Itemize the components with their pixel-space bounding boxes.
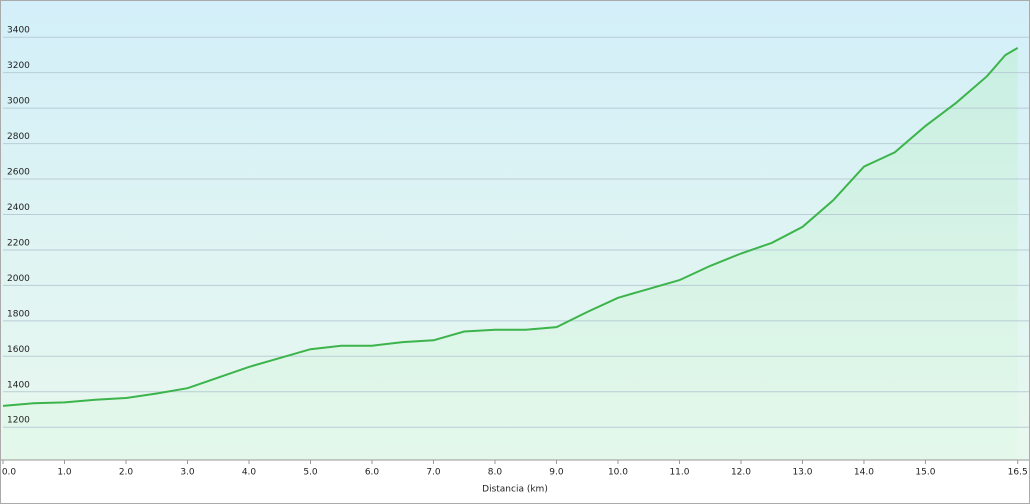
area-fill (3, 47, 1018, 461)
y-tick-label: 3200 (7, 61, 30, 71)
x-tick-label: 14.0 (854, 468, 874, 478)
x-tick-label: 16.5 (1008, 468, 1028, 478)
y-tick-label: 3400 (7, 26, 30, 36)
x-tick-label: 2.0 (119, 468, 134, 478)
y-tick-label: 1800 (7, 309, 30, 319)
x-tick-label: 6.0 (365, 468, 380, 478)
y-tick-label: 2800 (7, 132, 30, 142)
y-tick-label: 3000 (7, 97, 30, 107)
x-tick-label: 11.0 (669, 468, 689, 478)
x-tick-label: 1.0 (57, 468, 72, 478)
x-tick-label: 10.0 (608, 468, 628, 478)
x-tick-label: 12.0 (731, 468, 751, 478)
x-tick-label: 13.0 (792, 468, 812, 478)
x-tick-label: 15.0 (915, 468, 935, 478)
x-tick-label: 5.0 (303, 468, 318, 478)
x-tick-label: 7.0 (426, 468, 441, 478)
y-tick-label: 2400 (7, 203, 30, 213)
x-tick-label: 0.0 (2, 468, 17, 478)
x-tick-label: 3.0 (180, 468, 195, 478)
x-tick-label: 4.0 (242, 468, 257, 478)
y-tick-label: 2000 (7, 274, 30, 284)
y-tick-label: 1400 (7, 380, 30, 390)
x-tick-label: 8.0 (488, 468, 503, 478)
y-tick-label: 1600 (7, 345, 30, 355)
x-tick-label: 9.0 (549, 468, 564, 478)
y-tick-label: 1200 (7, 416, 30, 426)
elevation-line (2, 47, 1019, 407)
x-axis-label: Distancia (km) (482, 485, 548, 495)
y-tick-label: 2200 (7, 238, 30, 248)
y-tick-label: 2600 (7, 168, 30, 178)
